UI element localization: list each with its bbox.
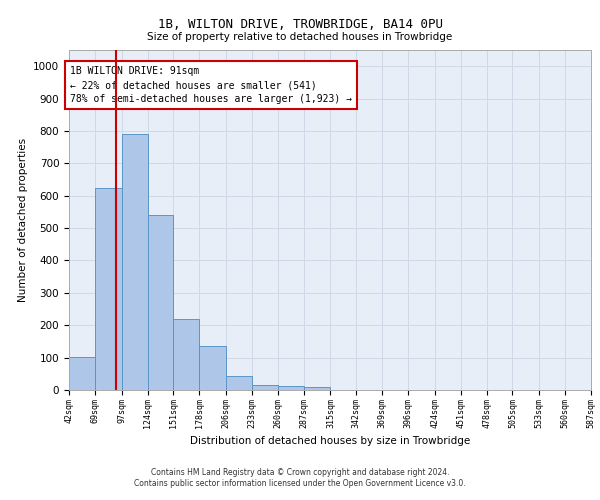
Bar (69, 356, 95, 390)
Bar (226, 376, 252, 390)
Bar (304, 387, 331, 390)
Text: 1B, WILTON DRIVE, TROWBRIDGE, BA14 0PU: 1B, WILTON DRIVE, TROWBRIDGE, BA14 0PU (157, 18, 443, 30)
Bar (95, 188, 122, 390)
X-axis label: Distribution of detached houses by size in Trowbridge: Distribution of detached houses by size … (190, 436, 470, 446)
Text: Contains HM Land Registry data © Crown copyright and database right 2024.
Contai: Contains HM Land Registry data © Crown c… (134, 468, 466, 487)
Bar (148, 215, 173, 390)
Bar (173, 319, 199, 390)
Bar (252, 385, 278, 390)
Bar (199, 346, 226, 390)
Text: 1B WILTON DRIVE: 91sqm
← 22% of detached houses are smaller (541)
78% of semi-de: 1B WILTON DRIVE: 91sqm ← 22% of detached… (70, 66, 352, 104)
Text: Size of property relative to detached houses in Trowbridge: Size of property relative to detached ho… (148, 32, 452, 42)
Bar (278, 386, 304, 390)
Y-axis label: Number of detached properties: Number of detached properties (17, 138, 28, 302)
Bar (122, 134, 148, 390)
